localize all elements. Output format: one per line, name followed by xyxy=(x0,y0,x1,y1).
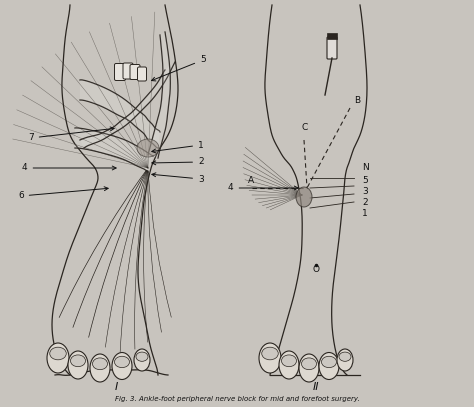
Text: B: B xyxy=(354,96,360,105)
Text: C: C xyxy=(302,123,308,132)
Ellipse shape xyxy=(112,352,132,379)
Polygon shape xyxy=(148,32,170,158)
Text: A: A xyxy=(248,176,254,185)
Ellipse shape xyxy=(71,355,85,367)
Text: 4: 4 xyxy=(22,164,116,173)
Ellipse shape xyxy=(299,354,319,382)
Ellipse shape xyxy=(68,351,88,379)
Ellipse shape xyxy=(137,139,159,157)
Text: 7: 7 xyxy=(28,127,114,142)
Ellipse shape xyxy=(136,352,148,361)
Text: Fig. 3. Ankle-foot peripheral nerve block for mid and forefoot surgery.: Fig. 3. Ankle-foot peripheral nerve bloc… xyxy=(115,396,359,402)
Ellipse shape xyxy=(321,356,337,368)
Text: 5: 5 xyxy=(362,176,368,185)
Ellipse shape xyxy=(337,349,353,371)
Text: 1: 1 xyxy=(152,140,204,153)
FancyBboxPatch shape xyxy=(123,63,133,79)
Ellipse shape xyxy=(296,187,312,207)
Text: II: II xyxy=(313,382,319,392)
Polygon shape xyxy=(80,80,160,148)
Ellipse shape xyxy=(50,347,66,360)
FancyBboxPatch shape xyxy=(115,63,126,81)
FancyBboxPatch shape xyxy=(130,64,140,79)
Text: 6: 6 xyxy=(18,187,108,201)
Ellipse shape xyxy=(259,343,281,373)
Ellipse shape xyxy=(301,358,317,370)
FancyBboxPatch shape xyxy=(137,67,146,81)
Text: I: I xyxy=(114,382,118,392)
Text: 3: 3 xyxy=(152,173,204,184)
Text: O: O xyxy=(312,265,319,274)
Polygon shape xyxy=(75,128,153,172)
FancyBboxPatch shape xyxy=(327,37,337,59)
Text: 1: 1 xyxy=(362,209,368,218)
Text: 2: 2 xyxy=(152,158,204,166)
Ellipse shape xyxy=(115,356,129,368)
Ellipse shape xyxy=(134,349,150,371)
Ellipse shape xyxy=(279,351,299,379)
Ellipse shape xyxy=(90,354,110,382)
Ellipse shape xyxy=(282,355,297,367)
Text: 2: 2 xyxy=(362,198,368,207)
Text: 4: 4 xyxy=(228,184,298,193)
Text: N: N xyxy=(362,163,369,172)
Text: 3: 3 xyxy=(362,187,368,196)
Ellipse shape xyxy=(319,352,339,379)
Ellipse shape xyxy=(339,352,351,361)
Ellipse shape xyxy=(47,343,69,373)
Ellipse shape xyxy=(92,358,108,370)
Bar xyxy=(327,33,337,39)
Polygon shape xyxy=(80,62,175,148)
Ellipse shape xyxy=(262,347,278,360)
Text: 5: 5 xyxy=(152,55,206,81)
